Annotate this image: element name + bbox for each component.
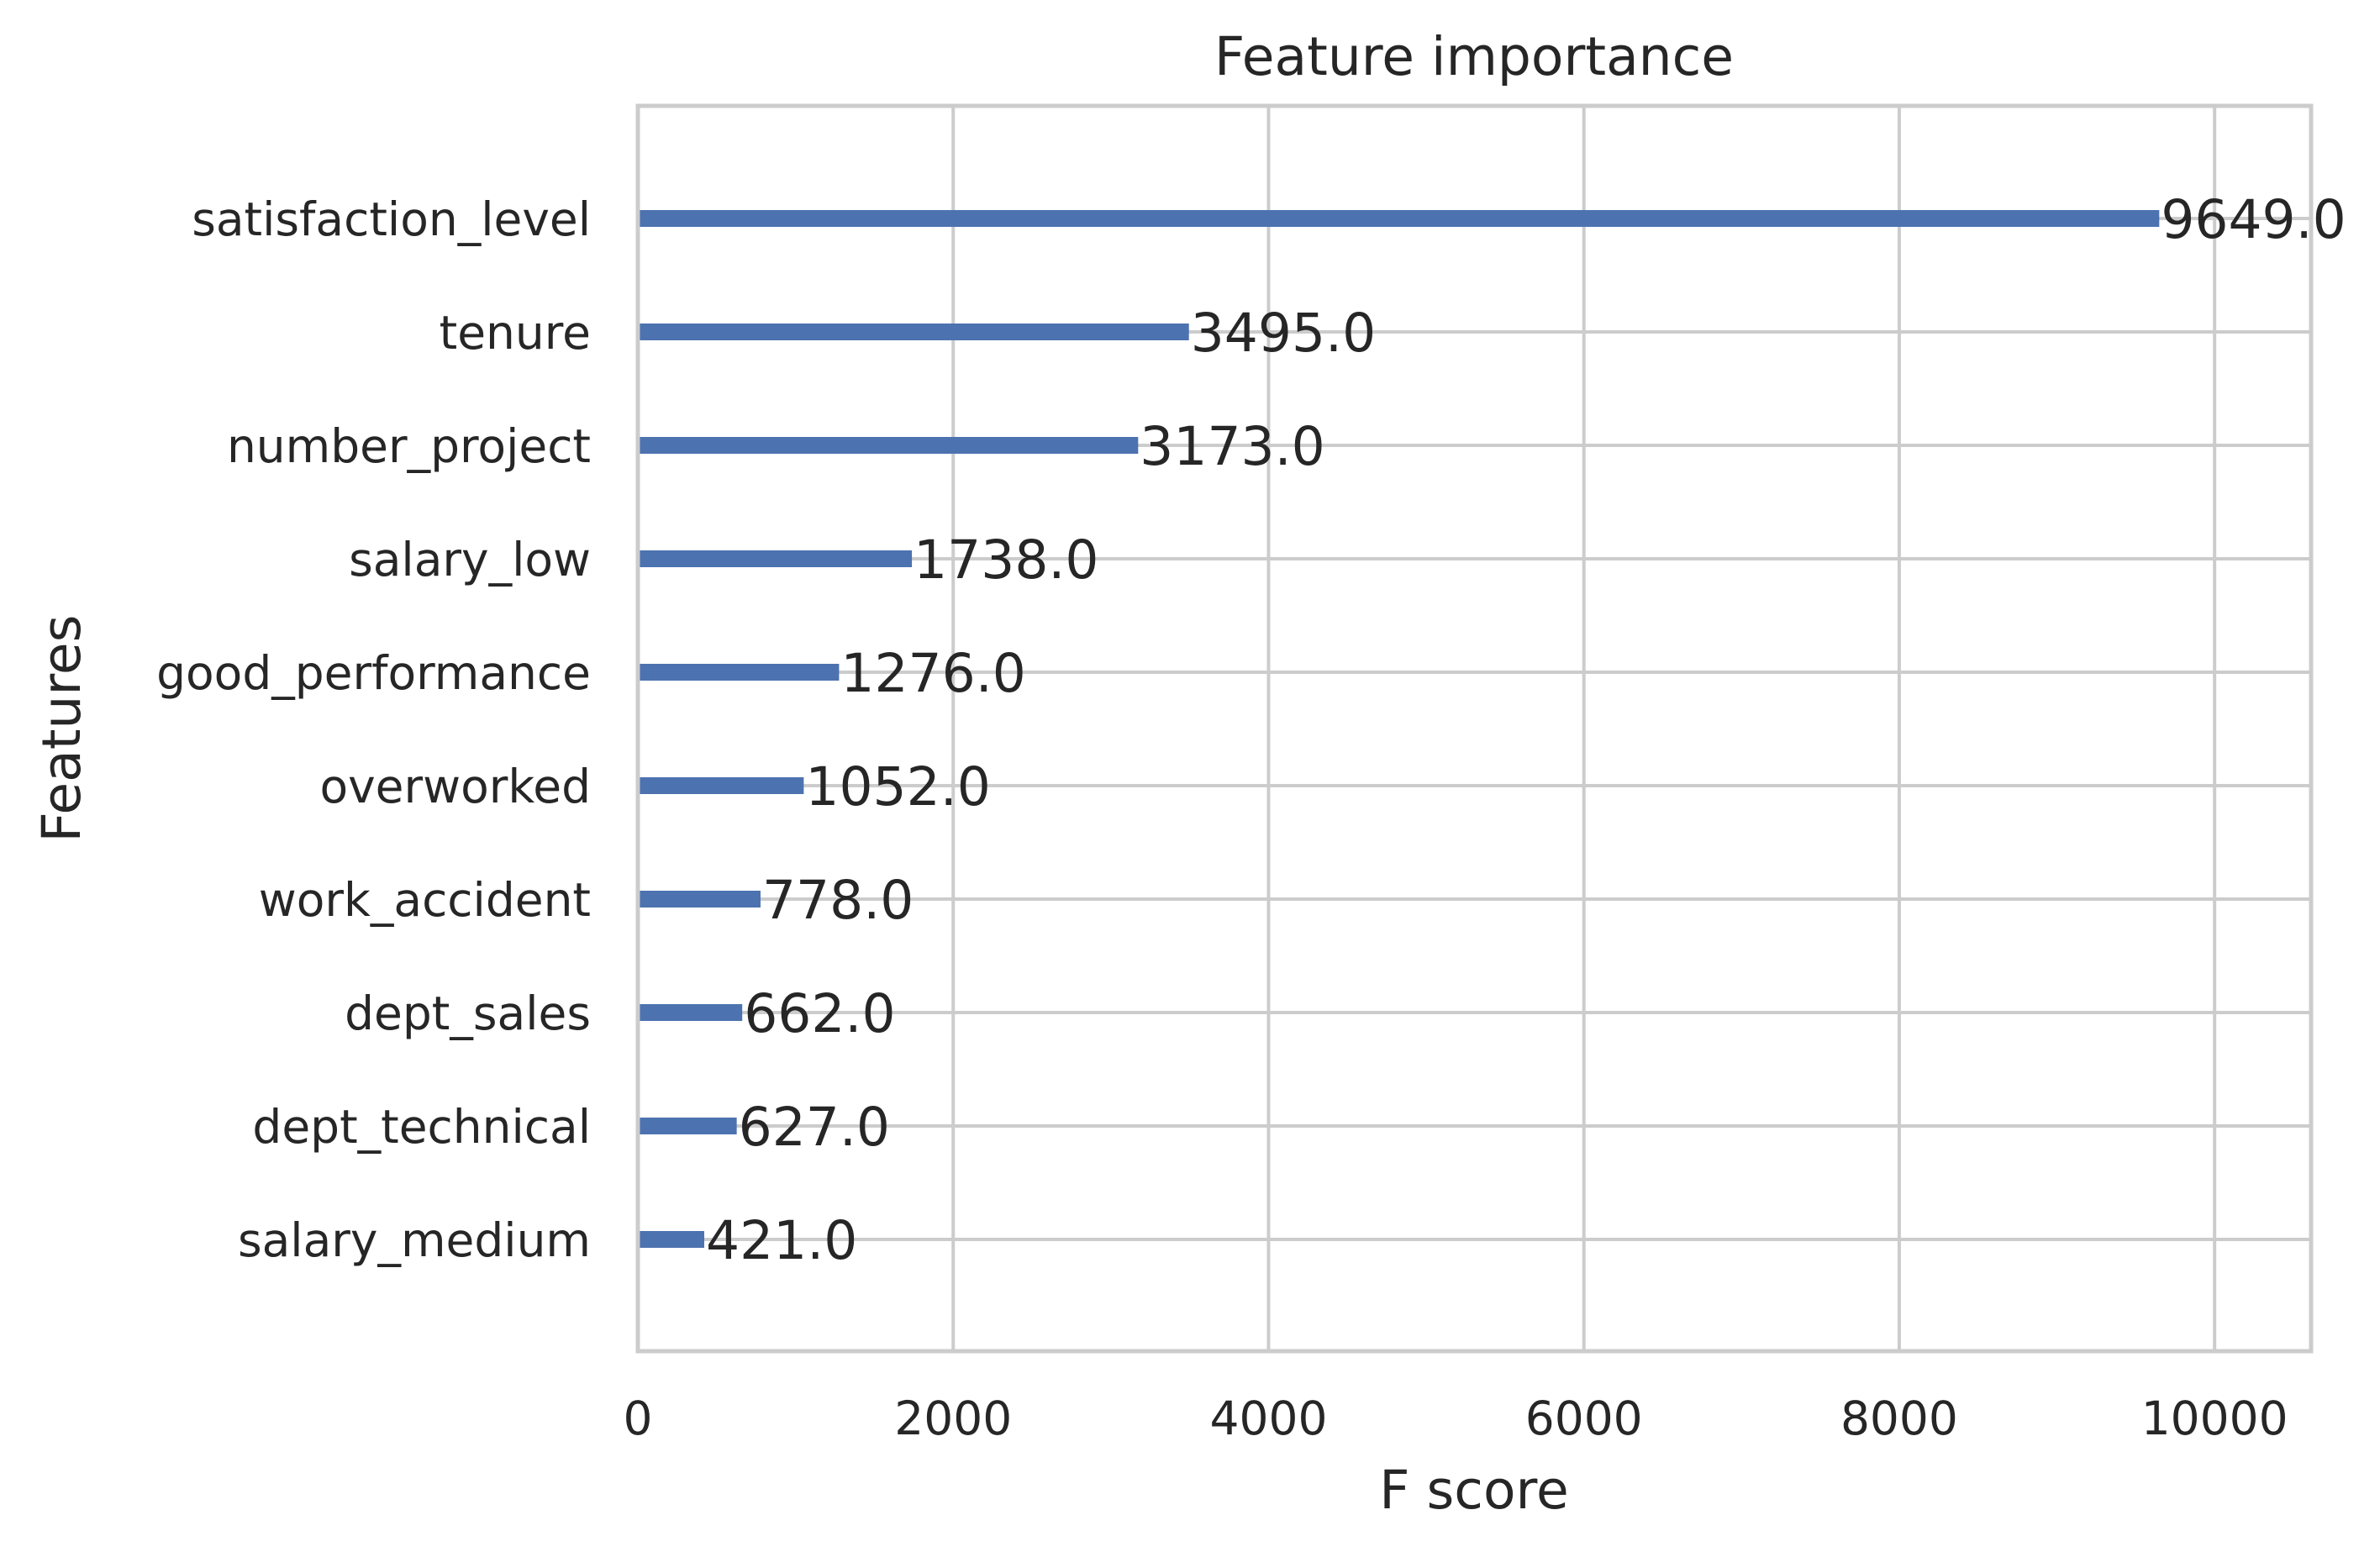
x-tick-label: 10000 [2141, 1392, 2288, 1445]
plot-frame [635, 103, 2314, 1354]
category-label: good_performance [156, 646, 591, 700]
bar-value-label: 1276.0 [840, 643, 1025, 704]
bar [638, 777, 804, 794]
bar-value-label: 662.0 [744, 983, 895, 1044]
category-label: number_project [227, 419, 591, 473]
category-label: dept_sales [345, 986, 591, 1040]
bar [638, 437, 1139, 454]
bar-value-label: 421.0 [706, 1210, 857, 1271]
y-axis-label: Features [31, 615, 92, 843]
x-tick-label: 2000 [894, 1392, 1012, 1445]
bar [638, 210, 2160, 227]
bar [638, 891, 761, 908]
x-tick-label: 4000 [1209, 1392, 1327, 1445]
x-axis-label: F score [1379, 1460, 1569, 1521]
chart-title: Feature importance [1214, 26, 1734, 87]
bar [638, 324, 1189, 340]
category-label: tenure [440, 306, 591, 360]
bar [638, 1231, 704, 1248]
bar-value-label: 627.0 [739, 1097, 890, 1158]
bar [638, 1118, 737, 1134]
bar-value-label: 1052.0 [805, 756, 990, 818]
bar-value-label: 3495.0 [1191, 303, 1376, 364]
bar [638, 550, 913, 567]
bar-value-label: 9649.0 [2161, 189, 2346, 250]
bar-value-label: 3173.0 [1140, 416, 1324, 477]
x-tick-label: 6000 [1525, 1392, 1643, 1445]
category-label: salary_low [349, 533, 591, 587]
category-label: salary_medium [238, 1213, 591, 1267]
x-tick-label: 8000 [1840, 1392, 1958, 1445]
x-tick-label: 0 [624, 1392, 653, 1445]
category-label: satisfaction_level [192, 192, 591, 246]
bar-value-label: 1738.0 [914, 529, 1098, 591]
bar [638, 664, 840, 681]
category-label: work_accident [259, 873, 591, 927]
category-label: overworked [319, 760, 591, 813]
bar [638, 1004, 743, 1021]
label-layer: 0 2000 4000 6000 8000 10000 satisfaction_level… [156, 189, 2346, 1445]
category-label: dept_technical [252, 1100, 591, 1154]
bar-layer [638, 210, 2160, 1248]
bar-value-label: 778.0 [762, 870, 914, 931]
